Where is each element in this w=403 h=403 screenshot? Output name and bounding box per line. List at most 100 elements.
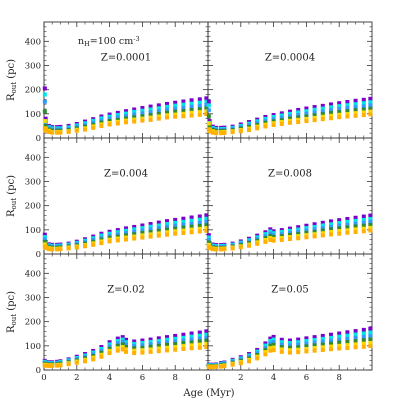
data-point <box>222 364 227 369</box>
data-point <box>43 128 48 133</box>
y-axis-label-unit: (pc) <box>6 291 17 314</box>
data-point <box>181 102 186 107</box>
data-point <box>296 117 301 122</box>
data-point <box>173 342 178 347</box>
data-point <box>156 103 161 108</box>
data-point <box>296 345 301 350</box>
data-point <box>288 116 292 121</box>
data-point <box>361 220 366 225</box>
data-point <box>263 352 268 357</box>
data-point <box>148 104 153 109</box>
data-point <box>329 219 333 224</box>
data-point <box>222 130 227 135</box>
data-point <box>204 226 209 231</box>
data-point <box>345 330 350 335</box>
data-point <box>115 348 120 353</box>
data-point <box>173 226 178 231</box>
data-point <box>204 109 209 114</box>
data-point <box>337 223 342 228</box>
data-point <box>263 350 268 355</box>
data-point <box>148 344 153 349</box>
data-point <box>115 230 120 235</box>
data-point <box>312 338 317 343</box>
data-point <box>91 242 96 247</box>
data-point <box>181 341 186 346</box>
data-point <box>206 103 211 108</box>
panel-label: Z=0.0004 <box>265 52 315 63</box>
data-point <box>345 339 350 344</box>
data-point <box>165 107 169 112</box>
data-point <box>204 99 209 104</box>
data-point <box>206 242 211 247</box>
data-point <box>337 218 342 223</box>
data-point <box>304 341 309 346</box>
data-point <box>173 333 178 338</box>
data-point <box>368 219 373 224</box>
data-point <box>207 365 212 370</box>
data-point <box>361 110 366 115</box>
y-tick-label: 400 <box>25 37 41 47</box>
data-point <box>156 346 161 351</box>
data-point <box>279 337 284 342</box>
data-point <box>189 340 194 345</box>
data-point <box>132 112 137 117</box>
data-point <box>214 247 219 252</box>
data-point <box>140 106 145 111</box>
data-point <box>296 229 301 234</box>
data-point <box>207 129 212 134</box>
y-axis-label-unit: (pc) <box>6 59 17 82</box>
data-point <box>320 333 325 338</box>
panel-1: 0 100 200 300 400 Rout (pc) Z=0.0001 <box>6 21 209 144</box>
data-point <box>156 223 161 228</box>
data-point <box>353 113 358 118</box>
data-point <box>115 336 120 341</box>
data-point <box>329 224 333 229</box>
y-axis-label: Rout (pc) <box>6 59 18 101</box>
data-point <box>268 339 273 343</box>
data-point <box>368 223 373 227</box>
data-point <box>55 247 60 252</box>
data-point <box>345 336 350 341</box>
data-point <box>206 121 211 126</box>
data-point <box>304 349 309 354</box>
panel-label: Z=0.0001 <box>101 52 151 63</box>
data-point <box>296 115 301 120</box>
data-point <box>156 111 161 116</box>
data-point <box>320 226 325 231</box>
data-point <box>312 107 317 112</box>
data-point <box>329 344 333 349</box>
x-tick-label: 6 <box>304 373 309 383</box>
data-point <box>165 230 169 235</box>
data-point <box>268 346 273 351</box>
data-point <box>329 222 333 227</box>
data-point <box>204 329 209 334</box>
data-point <box>304 233 309 238</box>
data-point <box>181 230 186 235</box>
data-point <box>271 345 276 350</box>
data-point <box>320 339 325 344</box>
data-point <box>197 107 202 112</box>
data-point <box>345 225 350 230</box>
data-point <box>42 99 47 104</box>
data-point <box>43 363 48 368</box>
data-point <box>189 104 194 109</box>
data-point <box>204 103 209 108</box>
data-point <box>120 342 125 347</box>
data-point <box>165 222 169 227</box>
data-point <box>181 219 186 224</box>
data-point <box>337 221 342 226</box>
data-point <box>124 345 128 350</box>
data-point <box>189 337 194 342</box>
data-point <box>329 347 333 352</box>
data-point <box>173 114 178 119</box>
data-point <box>140 338 145 343</box>
data-point <box>279 230 284 235</box>
data-point <box>353 345 358 350</box>
data-point <box>268 336 273 341</box>
data-point <box>263 345 268 350</box>
data-point <box>206 240 211 245</box>
data-point <box>268 227 273 232</box>
panel-label: Z=0.05 <box>271 284 309 295</box>
data-point <box>214 364 219 369</box>
data-point <box>320 345 325 350</box>
